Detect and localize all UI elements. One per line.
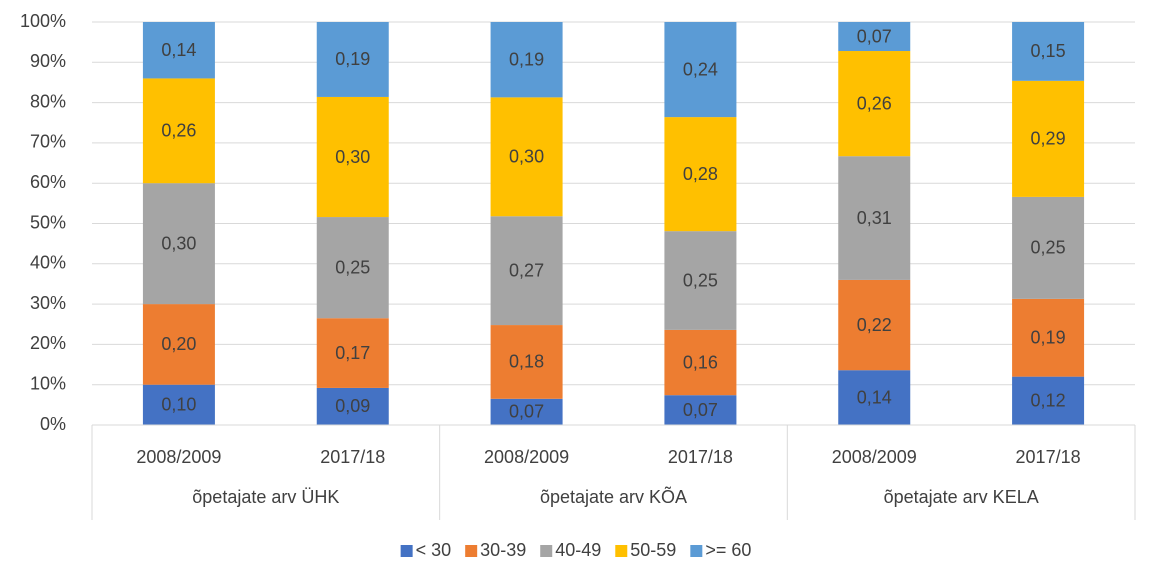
data-label: 0,25 — [683, 270, 718, 290]
x-tick-label: 2008/2009 — [484, 447, 569, 467]
bar-segment — [664, 22, 737, 118]
bar-segment — [316, 22, 389, 97]
y-tick-label: 50% — [30, 212, 66, 232]
bar-segment — [142, 384, 215, 425]
data-label: 0,31 — [857, 208, 892, 228]
bar-segment — [838, 370, 911, 425]
data-label: 0,27 — [509, 260, 544, 280]
legend-label: 30-39 — [480, 540, 526, 560]
data-label: 0,16 — [683, 352, 718, 372]
bar-segment — [490, 216, 563, 326]
bar-segment — [316, 96, 389, 218]
x-tick-label: 2017/18 — [1016, 447, 1081, 467]
legend-label: 50-59 — [630, 540, 676, 560]
data-label: 0,07 — [857, 26, 892, 46]
data-label: 0,25 — [335, 257, 370, 277]
legend-swatch — [400, 545, 413, 557]
data-label: 0,26 — [857, 93, 892, 113]
bar-segment — [316, 387, 389, 425]
y-tick-label: 100% — [20, 11, 66, 31]
group-label: õpetajate arv KELA — [884, 487, 1039, 507]
bar-segment — [490, 97, 563, 217]
data-label: 0,19 — [1031, 328, 1066, 348]
data-label: 0,12 — [1031, 391, 1066, 411]
y-tick-label: 60% — [30, 172, 66, 192]
legend-label: >= 60 — [705, 540, 751, 560]
data-label: 0,07 — [509, 402, 544, 422]
data-label: 0,29 — [1031, 129, 1066, 149]
legend-swatch — [465, 545, 478, 557]
bar-segment — [142, 183, 215, 305]
data-label: 0,20 — [161, 334, 196, 354]
data-label: 0,15 — [1031, 41, 1066, 61]
bar-segment — [838, 279, 911, 371]
bar-segment — [1012, 376, 1085, 425]
bar-segment — [664, 231, 737, 330]
bar-segment — [1012, 196, 1085, 299]
y-tick-label: 90% — [30, 51, 66, 71]
y-tick-label: 40% — [30, 253, 66, 273]
bar-segment — [664, 395, 737, 425]
group-label: õpetajate arv ÜHK — [192, 487, 339, 507]
data-label: 0,30 — [335, 147, 370, 167]
bar-segment — [1012, 298, 1085, 377]
bar-segment — [490, 398, 563, 425]
legend-swatch — [615, 545, 628, 557]
bar-segment — [142, 78, 215, 184]
bar-segment — [142, 22, 215, 79]
data-label: 0,25 — [1031, 238, 1066, 258]
legend-label: < 30 — [416, 540, 452, 560]
data-label: 0,18 — [509, 352, 544, 372]
data-label: 0,30 — [509, 147, 544, 167]
y-tick-label: 10% — [30, 373, 66, 393]
bar-segment — [1012, 22, 1085, 81]
y-tick-label: 0% — [40, 414, 66, 434]
bar-segment — [316, 217, 389, 319]
legend-swatch — [690, 545, 703, 557]
y-tick-label: 80% — [30, 91, 66, 111]
x-tick-label: 2008/2009 — [136, 447, 221, 467]
bar-segment — [664, 329, 737, 396]
x-tick-label: 2017/18 — [320, 447, 385, 467]
group-label: õpetajate arv KÕA — [540, 486, 687, 507]
data-label: 0,26 — [161, 121, 196, 141]
bar-segment — [838, 156, 911, 280]
y-tick-label: 30% — [30, 293, 66, 313]
data-label: 0,10 — [161, 395, 196, 415]
bar-segment — [490, 22, 563, 98]
data-label: 0,30 — [161, 233, 196, 253]
x-tick-label: 2008/2009 — [832, 447, 917, 467]
bar-segment — [1012, 80, 1085, 197]
data-label: 0,22 — [857, 315, 892, 335]
legend-label: 40-49 — [555, 540, 601, 560]
bar-segment — [316, 318, 389, 388]
x-tick-label: 2017/18 — [668, 447, 733, 467]
data-label: 0,19 — [509, 49, 544, 69]
data-label: 0,24 — [683, 59, 718, 79]
data-label: 0,19 — [335, 49, 370, 69]
bar-segment — [490, 325, 563, 399]
bar-segment — [664, 117, 737, 232]
bar-segment — [838, 51, 911, 157]
bar-segment — [838, 22, 911, 52]
data-label: 0,17 — [335, 343, 370, 363]
data-label: 0,07 — [683, 400, 718, 420]
data-label: 0,28 — [683, 164, 718, 184]
data-label: 0,09 — [335, 396, 370, 416]
bar-segment — [142, 304, 215, 385]
legend-swatch — [540, 545, 553, 557]
y-tick-label: 20% — [30, 333, 66, 353]
data-label: 0,14 — [161, 40, 196, 60]
y-tick-label: 70% — [30, 132, 66, 152]
data-label: 0,14 — [857, 387, 892, 407]
